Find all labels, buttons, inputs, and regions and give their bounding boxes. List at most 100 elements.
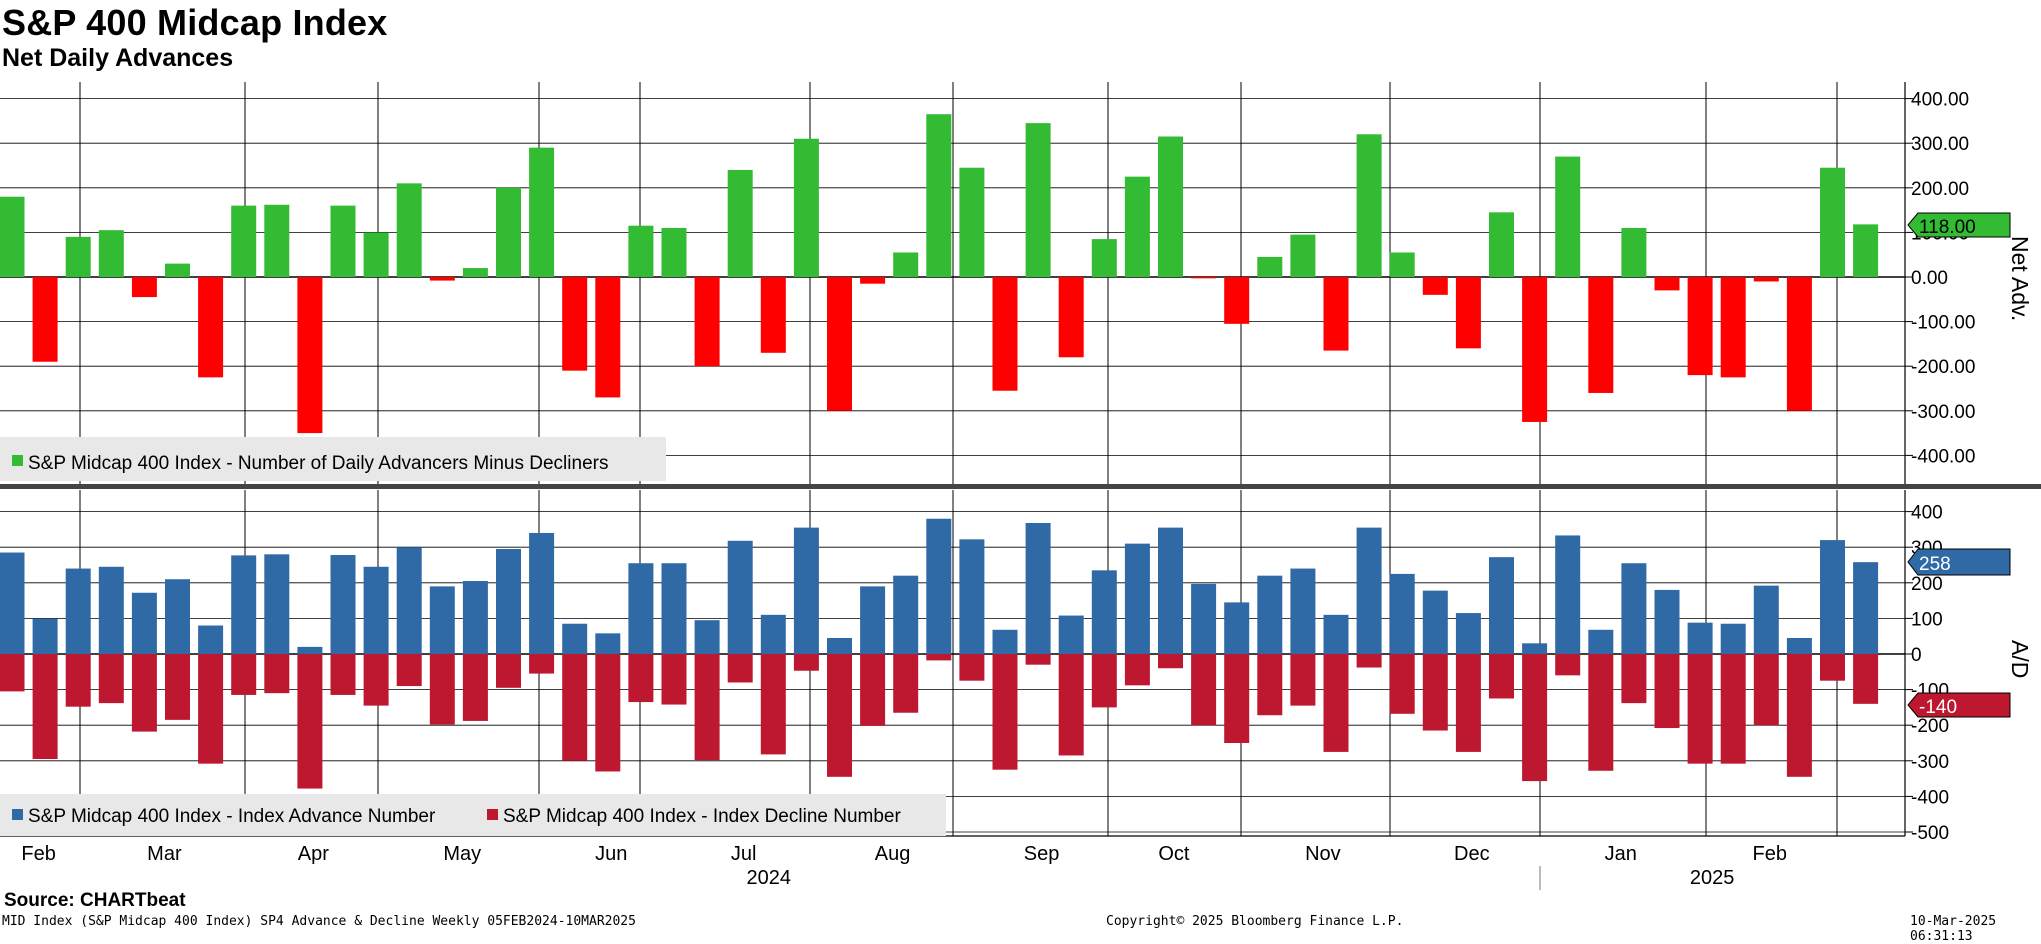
advance-bar [1555, 535, 1581, 654]
advance-bar [1389, 573, 1415, 654]
advance-bar [1455, 613, 1481, 654]
footer-copyright: Copyright© 2025 Bloomberg Finance L.P. [1106, 914, 1404, 929]
decline-bar [32, 654, 58, 760]
advance-bar [1257, 575, 1283, 654]
net-advance-bar [926, 114, 952, 278]
decline-bar [264, 654, 290, 694]
net-advance-bar [198, 277, 224, 378]
x-month-label: Feb [21, 843, 55, 865]
decline-bar [1389, 654, 1415, 714]
advance-bar [1191, 583, 1217, 654]
net-advance-bar [827, 277, 852, 411]
decline-bar [628, 654, 654, 703]
last-net-value-label: 118.00 [1919, 217, 1976, 238]
net-advance-bar [363, 232, 389, 277]
x-year-label: 2025 [1690, 867, 1735, 889]
decline-bar [496, 654, 521, 688]
advance-bar [992, 629, 1018, 654]
advance-bar [959, 539, 985, 654]
decline-bar [1786, 654, 1812, 777]
net-advance-bar [1489, 212, 1514, 277]
bottom-y-tick-label: -400 [1911, 787, 1949, 808]
decline-bar [1588, 654, 1614, 771]
net-advance-bar [893, 252, 919, 277]
decline-bar [1257, 654, 1283, 716]
net-advance-bar [760, 277, 786, 353]
x-month-label: Dec [1454, 843, 1490, 865]
net-advance-bar [0, 196, 25, 277]
net-advance-bar [529, 147, 555, 277]
net-advance-bar [1124, 176, 1150, 277]
top-y-tick-label: 400.00 [1911, 90, 1969, 111]
x-year-label: 2024 [747, 867, 792, 889]
advance-bar [1356, 527, 1382, 654]
advance-bar [727, 540, 753, 654]
decline-bar [165, 654, 190, 720]
net-advance-bar [429, 277, 455, 281]
advance-bar [1422, 590, 1448, 654]
decline-bar [1455, 654, 1481, 752]
decline-bar [1422, 654, 1448, 731]
x-month-label: Mar [147, 843, 182, 865]
advance-bar [1025, 522, 1051, 654]
decline-bar [231, 654, 257, 695]
decline-bar [1356, 654, 1382, 668]
net-advance-bar [1422, 277, 1448, 295]
decline-bar [1158, 654, 1183, 669]
x-month-label: Nov [1305, 843, 1341, 865]
net-advance-bar [462, 268, 488, 277]
last-advance-value-label: 258 [1919, 554, 1951, 575]
decline-bar [1224, 654, 1250, 743]
advance-bar [231, 555, 257, 654]
top-panel-bars [0, 114, 1879, 434]
advance-bar [661, 563, 687, 654]
net-advance-bar [1290, 234, 1316, 277]
bottom-y-tick-label: 0 [1911, 645, 1922, 666]
net-advance-bar [661, 227, 687, 277]
decline-bar [1025, 654, 1051, 665]
net-advance-bar [1820, 167, 1845, 277]
decline-bar [1555, 654, 1581, 676]
decline-bar [1290, 654, 1316, 706]
decline-bar [1654, 654, 1680, 729]
advance-bar [1058, 615, 1084, 654]
net-advance-bar [1323, 277, 1349, 351]
advance-bar [264, 554, 290, 654]
net-advance-bar [396, 183, 422, 277]
advance-bar [297, 646, 323, 654]
net-advance-bar [1853, 224, 1879, 277]
bottom-y-tick-label: 400 [1911, 503, 1943, 524]
bottom-legend-label-advance: S&P Midcap 400 Index - Index Advance Num… [28, 806, 436, 827]
advance-bar [827, 637, 852, 654]
chart-subtitle: Net Daily Advances [2, 44, 234, 72]
decline-bar [827, 654, 852, 777]
bottom-y-tick-label: -300 [1911, 752, 1949, 773]
net-advance-bar [628, 225, 654, 277]
decline-bar [297, 654, 323, 789]
top-y-tick-label: -100.00 [1911, 313, 1975, 334]
advance-bar [65, 568, 91, 654]
decline-bar [1720, 654, 1746, 764]
advance-bar [1786, 637, 1812, 654]
decline-bar [727, 654, 753, 683]
advance-bar [1290, 568, 1316, 654]
decline-bar [1820, 654, 1845, 681]
decline-bar [1489, 654, 1514, 699]
net-advance-bar [1786, 277, 1812, 411]
advance-bar [1687, 622, 1713, 654]
net-advance-bar [1455, 277, 1481, 349]
advance-bar [1158, 527, 1183, 654]
net-advance-bar [231, 205, 257, 277]
decline-bar [529, 654, 555, 674]
x-month-label: May [443, 843, 481, 865]
advance-bar [1588, 629, 1614, 654]
net-advance-bar [1224, 277, 1250, 324]
advance-bar [98, 566, 124, 654]
advance-bar [165, 579, 190, 654]
net-advance-bar [1522, 277, 1548, 422]
top-legend-box [0, 437, 666, 481]
bottom-y-tick-label: -500 [1911, 823, 1949, 844]
net-advance-bar [1687, 277, 1713, 376]
advance-bar [32, 618, 58, 654]
